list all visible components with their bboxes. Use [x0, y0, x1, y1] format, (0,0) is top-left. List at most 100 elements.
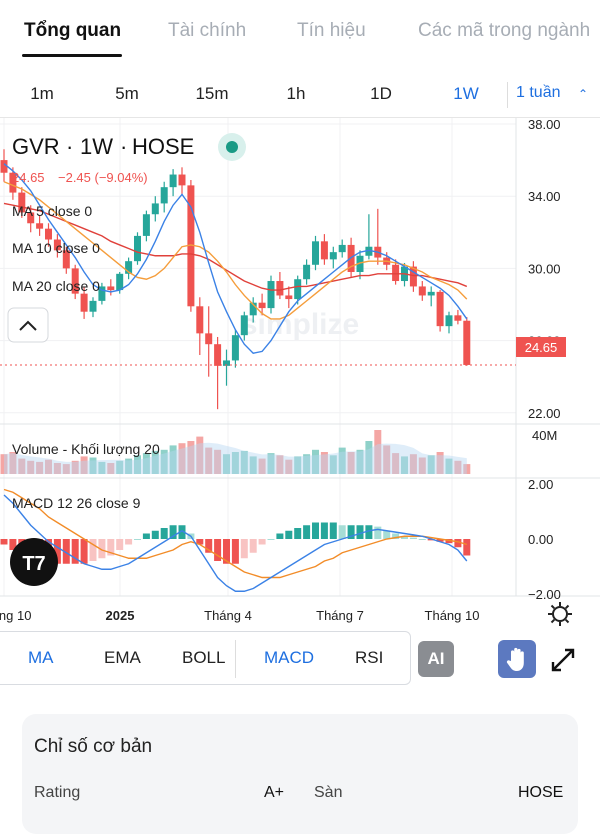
indicator-macd[interactable]: MACD: [264, 648, 315, 667]
candle-body: [392, 264, 400, 282]
macd-tick-label: −2.00: [528, 587, 561, 602]
macd-histogram-bar: [98, 539, 106, 559]
volume-bar: [187, 441, 195, 474]
volume-bar: [27, 460, 35, 474]
interval-1d[interactable]: 1D: [370, 84, 392, 103]
volume-bar: [71, 460, 79, 474]
volume-bar: [409, 454, 417, 474]
tradingview-logo-icon[interactable]: T7: [10, 538, 58, 586]
macd-histogram-bar: [436, 539, 444, 542]
volume-bar: [53, 463, 61, 474]
candle-body: [18, 192, 26, 213]
candle-body: [231, 335, 239, 361]
time-tick-label: Tháng 7: [316, 608, 364, 623]
volume-bar: [89, 457, 97, 474]
volume-bar: [401, 456, 408, 474]
hand-icon: [506, 647, 524, 671]
expand-icon: [551, 648, 575, 672]
candle-body: [329, 252, 337, 260]
tab-overview[interactable]: Tổng quan: [24, 20, 122, 41]
pan-hand-button[interactable]: [498, 640, 536, 678]
candle-body: [62, 250, 70, 269]
volume-bar: [374, 430, 382, 474]
candle-body: [285, 295, 293, 300]
candle-body: [347, 244, 355, 272]
macd-histogram-bar: [142, 533, 150, 539]
top-tabs: Tổng quan Tài chính Tín hiệu Các mã tron…: [0, 0, 600, 62]
timeframe-label: 1W: [80, 134, 113, 159]
indicator-ma[interactable]: MA: [28, 648, 54, 667]
tab-finance[interactable]: Tài chính: [168, 20, 247, 41]
ma5-line: [3, 163, 468, 354]
indicator-ema[interactable]: EMA: [104, 648, 141, 667]
volume-bar: [329, 455, 337, 474]
interval-1m[interactable]: 1m: [30, 84, 54, 103]
macd-histogram-bar: [240, 539, 248, 559]
macd-histogram-bar: [71, 539, 79, 564]
candle-body: [53, 239, 61, 251]
time-tick-label: Tháng 4: [204, 608, 252, 623]
macd-histogram-bar: [258, 539, 266, 545]
candle-body: [356, 255, 364, 272]
volume-bar: [160, 449, 168, 474]
tab-signals[interactable]: Tín hiệu: [297, 20, 366, 41]
interval-dropdown[interactable]: 1 tuần: [516, 84, 561, 101]
indicator-rsi[interactable]: RSI: [355, 648, 384, 667]
macd-histogram-bar: [249, 539, 257, 553]
macd-histogram-bar: [312, 522, 319, 539]
time-tick-label: 2025: [106, 608, 135, 623]
volume-bar: [18, 458, 26, 474]
volume-bar: [196, 436, 204, 474]
candle-body: [116, 273, 124, 291]
macd-legend: MACD 12 26 close 9: [12, 495, 141, 511]
last-price-tag-text: 24.65: [525, 340, 558, 355]
macd-histogram-bar: [356, 525, 364, 539]
candle-body: [454, 315, 462, 321]
updown-chevron-icon[interactable]: ⌃: [578, 87, 589, 101]
candle-body: [36, 223, 44, 229]
candle-body: [436, 291, 444, 327]
price-chart[interactable]: simplize 38.0034.0030.0026.0022.0040M2.0…: [0, 118, 600, 630]
macd-histogram-bar: [9, 539, 17, 550]
macd-histogram-bar: [347, 525, 355, 539]
macd-histogram-bar: [285, 530, 293, 539]
volume-bar: [240, 450, 248, 474]
ma20-line: [3, 202, 468, 291]
indicator-divider: [235, 640, 236, 678]
ai-button[interactable]: AI: [418, 641, 454, 677]
expand-button[interactable]: [548, 645, 578, 675]
indicator-bar: MA EMA BOLL MACD RSI: [0, 631, 411, 685]
ma10-line: [3, 181, 468, 320]
candle-body: [89, 300, 97, 312]
volume-bar: [338, 447, 346, 474]
price-tick-label: 38.00: [528, 118, 561, 132]
interval-1w[interactable]: 1W: [453, 84, 479, 103]
tab-industry-tickers[interactable]: Các mã trong ngành: [418, 20, 591, 41]
volume-bar: [231, 452, 239, 474]
price-tick-label: 34.00: [528, 189, 561, 204]
volume-bar: [116, 460, 124, 474]
candle-body: [365, 246, 373, 256]
price-change: −2.45 (−9.04%): [58, 170, 148, 185]
macd-histogram-bar: [401, 536, 408, 539]
indicator-boll[interactable]: BOLL: [182, 648, 226, 667]
macd-histogram-bar: [89, 539, 97, 561]
candle-body: [223, 360, 230, 366]
macd-histogram-bar: [107, 539, 115, 556]
volume-bar: [214, 449, 222, 474]
volume-bar: [107, 463, 115, 474]
exchange-sep: ·: [120, 134, 127, 159]
settings-gear-icon[interactable]: [548, 602, 572, 626]
last-price-tag: [516, 337, 566, 357]
interval-15m[interactable]: 15m: [195, 84, 229, 103]
macd-line: [3, 494, 468, 592]
collapse-legend-button[interactable]: [7, 307, 49, 343]
interval-1h[interactable]: 1h: [286, 84, 306, 103]
candle-body: [27, 212, 35, 224]
macd-histogram-bar: [80, 539, 88, 564]
interval-5m[interactable]: 5m: [115, 84, 139, 103]
candle-body: [160, 187, 168, 204]
volume-bar: [125, 458, 133, 474]
macd-histogram-bar: [383, 530, 391, 539]
macd-histogram-bar: [418, 539, 426, 540]
